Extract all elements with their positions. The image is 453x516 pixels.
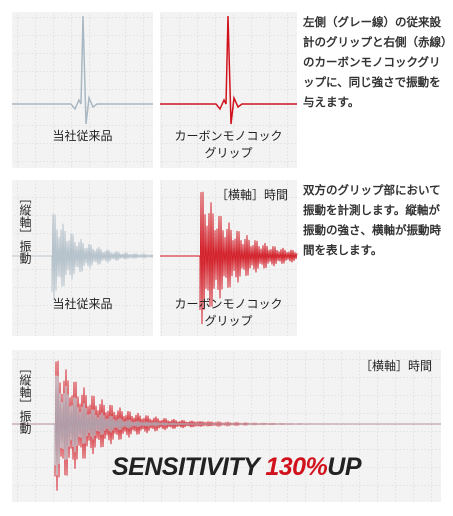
label-line: カーボンモノコック — [174, 129, 283, 143]
label-line: グリップ — [204, 314, 253, 328]
waveform — [12, 15, 153, 125]
panel-label: カーボンモノコック グリップ — [160, 296, 297, 330]
headline-figure: 130% — [265, 453, 328, 481]
label-line: カーボンモノコック — [174, 297, 283, 311]
panel-label: 当社従来品 — [52, 297, 113, 311]
y-axis-label: ［縦軸］振動 — [18, 362, 32, 434]
waveform — [160, 15, 297, 125]
x-axis-label: ［横軸］時間 — [360, 359, 433, 373]
waveform — [160, 191, 298, 325]
headline: SENSITIVITY 130%UP — [112, 453, 361, 482]
panel-label: カーボンモノコック グリップ — [160, 128, 297, 162]
description: 双方のグリップ部において振動を計測します。縦軸が振動の強さ、横軸が振動時間を表し… — [303, 183, 441, 257]
y-axis-label: ［縦軸］振動 — [18, 192, 32, 264]
headline-suffix: UP — [327, 453, 361, 481]
waveform — [12, 213, 154, 301]
label-line: グリップ — [204, 146, 253, 160]
headline-word: SENSITIVITY — [112, 453, 259, 481]
panel-label: 当社従来品 — [52, 129, 113, 143]
waveform — [12, 375, 442, 476]
description: 左側（グレー線）の従来設計のグリップと右側（赤線）のカーボンモノコックグリップに… — [303, 15, 447, 109]
x-axis-label: ［横軸］時間 — [216, 188, 289, 202]
